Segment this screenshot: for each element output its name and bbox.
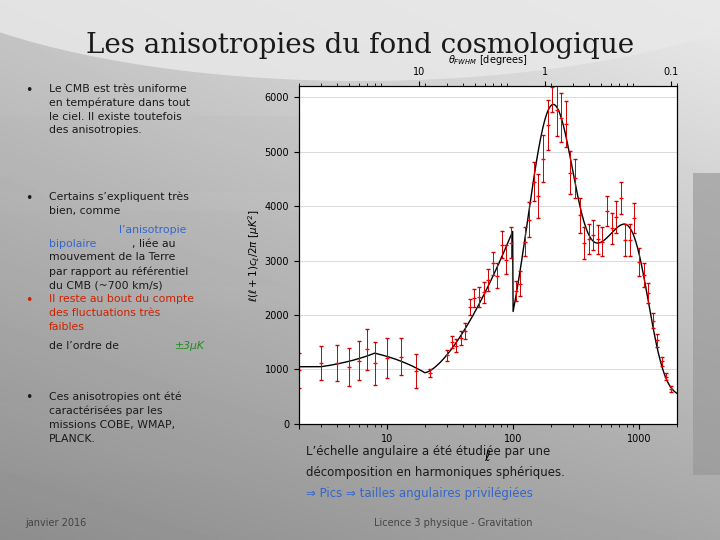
Text: bipolaire: bipolaire: [49, 239, 96, 249]
Bar: [0, 308, 302, 378]
Text: Ces anisotropies ont été
caractérisées par les
missions COBE, WMAP,
PLANCK.: Ces anisotropies ont été caractérisées p…: [49, 392, 181, 443]
Bar: [693, 173, 720, 475]
Text: décomposition en harmoniques sphériques.: décomposition en harmoniques sphériques.: [306, 466, 565, 479]
Text: de l’ordre de: de l’ordre de: [49, 341, 122, 352]
Text: , liée au: , liée au: [132, 239, 175, 249]
Text: Certains s’expliquent très
bien, comme: Certains s’expliquent très bien, comme: [49, 192, 189, 216]
Text: Licence 3 physique - Gravitation: Licence 3 physique - Gravitation: [374, 518, 533, 528]
Text: l’anisotropie: l’anisotropie: [49, 225, 186, 235]
Bar: [693, 173, 720, 475]
Text: Il reste au bout du compte
des fluctuations très
faibles: Il reste au bout du compte des fluctuati…: [49, 294, 194, 332]
Text: •: •: [25, 84, 32, 97]
Bar: [0, 402, 302, 472]
Y-axis label: $\ell(\ell+1)c_\ell/2\pi\ [\mu K^2]$: $\ell(\ell+1)c_\ell/2\pi\ [\mu K^2]$: [246, 208, 261, 302]
Text: •: •: [25, 192, 32, 205]
Text: mouvement de la Terre
par rapport au référentiel
du CMB (~700 km/s): mouvement de la Terre par rapport au réf…: [49, 252, 188, 290]
Text: Le CMB est très uniforme
en température dans tout
le ciel. Il existe toutefois
d: Le CMB est très uniforme en température …: [49, 84, 190, 135]
X-axis label: $\ell$: $\ell$: [485, 449, 491, 464]
Text: •: •: [25, 294, 32, 307]
Text: ⇒ Pics ⇒ tailles angulaires privilégiées: ⇒ Pics ⇒ tailles angulaires privilégiées: [306, 487, 533, 500]
Text: ±3μK: ±3μK: [175, 341, 205, 352]
Bar: [0, 211, 302, 286]
Text: L’échelle angulaire a été étudiée par une: L’échelle angulaire a été étudiée par un…: [306, 446, 550, 458]
Ellipse shape: [0, 0, 720, 81]
X-axis label: $\theta_{FWHM}$ [degrees]: $\theta_{FWHM}$ [degrees]: [448, 52, 528, 66]
Bar: [0, 116, 302, 192]
Text: janvier 2016: janvier 2016: [25, 518, 86, 528]
Text: •: •: [25, 392, 32, 404]
Text: Les anisotropies du fond cosmologique: Les anisotropies du fond cosmologique: [86, 32, 634, 59]
